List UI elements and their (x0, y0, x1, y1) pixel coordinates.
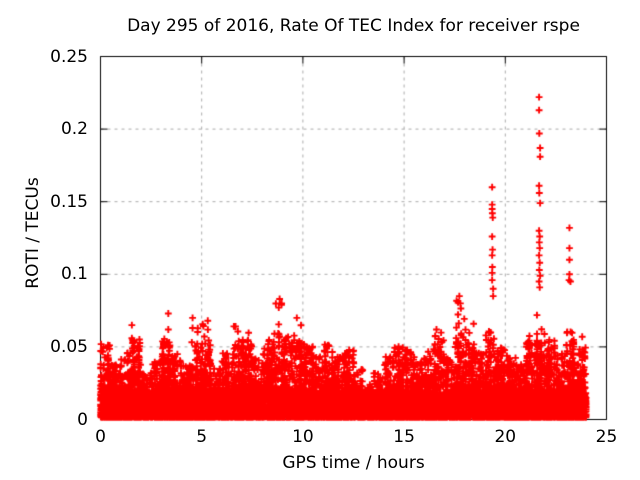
y-tick-label-0: 0 (77, 409, 88, 430)
x-tick-label-10: 10 (292, 427, 314, 447)
chart-title: Day 295 of 2016, Rate Of TEC Index for r… (127, 16, 580, 36)
y-tick-label-0.05: 0.05 (50, 336, 88, 357)
x-tick-label-25: 25 (595, 427, 618, 447)
y-tick-label-0.1: 0.1 (60, 264, 88, 285)
y-tick-label-0.15: 0.15 (50, 191, 88, 212)
x-tick-label-15: 15 (393, 427, 415, 447)
x-tick-label-5: 5 (196, 427, 208, 447)
y-tick-label-0.2: 0.2 (60, 119, 88, 140)
x-axis-label: GPS time / hours (282, 453, 425, 473)
x-tick-label-0: 0 (95, 427, 106, 447)
x-tick-label-20: 20 (494, 427, 517, 447)
y-tick-label-0.25: 0.25 (50, 46, 88, 67)
